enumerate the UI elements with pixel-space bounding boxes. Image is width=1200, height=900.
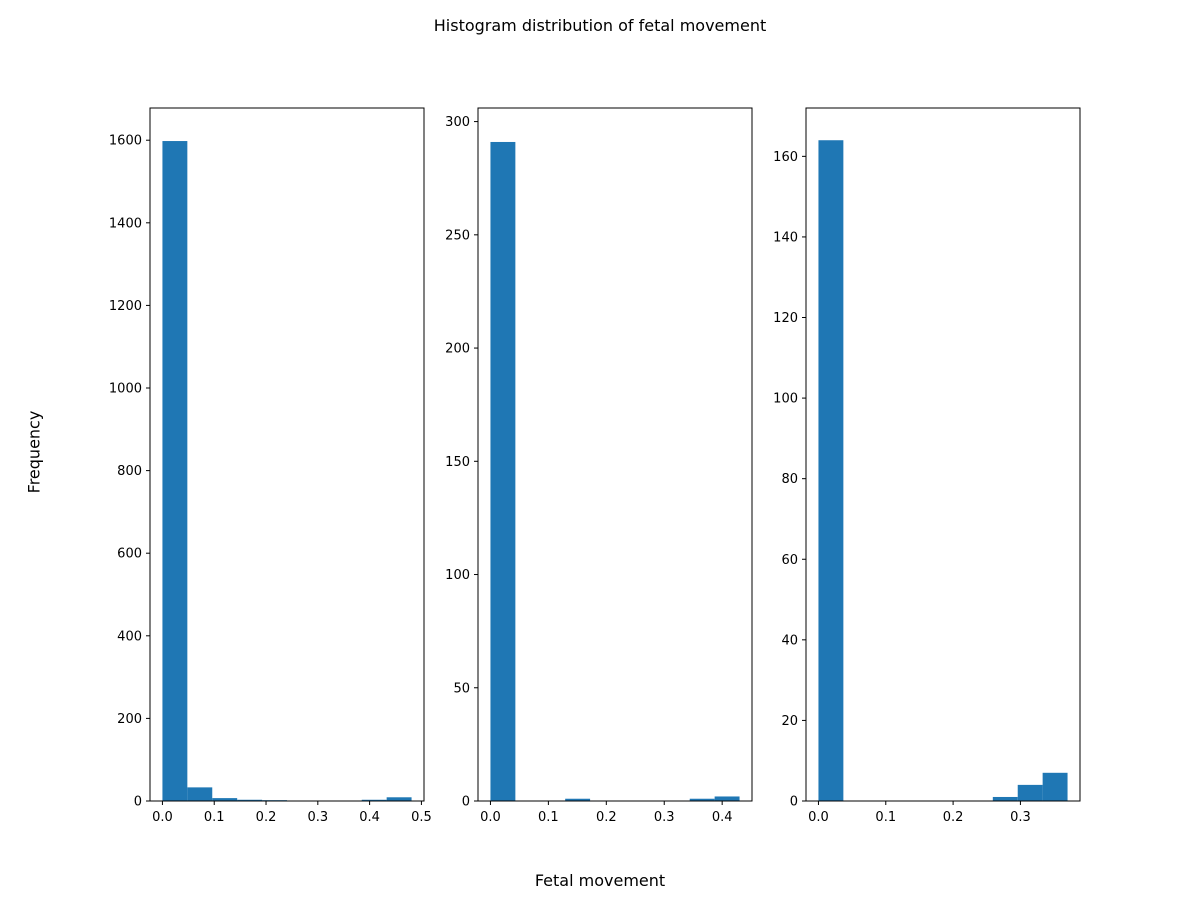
histogram-bar [490, 141, 516, 801]
subplot-3: 0.0 0.1 0.2 0.3 0 20 40 60 80 100 120 140 160 [773, 107, 1081, 825]
y-tick-label: 60 [781, 553, 798, 568]
figure-x-axis-label: Fetal movement [534, 871, 666, 890]
y-tick-label: 50 [453, 681, 470, 696]
x-tick-label: 0.2 [596, 810, 617, 825]
axes-frame [477, 107, 753, 802]
y-tick-label: 1600 [109, 134, 142, 149]
histogram-bar [237, 799, 263, 801]
subplot-2: 0.0 0.1 0.2 0.3 0.4 0 50 100 150 200 250 300 [445, 107, 753, 825]
y-tick-label: 120 [773, 311, 798, 326]
y-tick-label: 600 [117, 547, 142, 562]
y-tick-label: 160 [773, 150, 798, 165]
histogram-bar [386, 797, 412, 801]
figure-title: Histogram distribution of fetal movement [433, 16, 767, 35]
y-tick-label: 1000 [109, 382, 142, 397]
x-tick-label: 0.2 [256, 810, 277, 825]
histogram-bar [1017, 784, 1043, 801]
histogram-bar [361, 799, 387, 801]
axes-frame [805, 107, 1081, 802]
x-tick-label: 0.4 [359, 810, 380, 825]
y-tick-label: 0 [134, 795, 142, 810]
x-tick-label: 0.5 [411, 810, 432, 825]
x-tick-label: 0.3 [307, 810, 328, 825]
y-tick-label: 80 [781, 472, 798, 487]
y-tick-label: 100 [445, 568, 470, 583]
y-tick-label: 1200 [109, 299, 142, 314]
histogram-bar [187, 787, 213, 801]
x-tick-label: 0.1 [204, 810, 225, 825]
x-tick-label: 0.2 [943, 810, 964, 825]
y-tick-label: 1400 [109, 216, 142, 231]
y-tick-label: 150 [445, 455, 470, 470]
y-tick-label: 200 [445, 342, 470, 357]
x-tick-label: 0.0 [808, 810, 829, 825]
x-tick-label: 0.1 [875, 810, 896, 825]
histogram-bar [992, 796, 1018, 801]
histogram-bar [212, 798, 238, 801]
x-tick-label: 0.3 [654, 810, 675, 825]
x-tick-label: 0.4 [712, 810, 733, 825]
y-tick-label: 0 [462, 795, 470, 810]
x-tick-label: 0.1 [538, 810, 559, 825]
y-tick-label: 100 [773, 392, 798, 407]
y-tick-label: 20 [781, 714, 798, 729]
histogram-bar [689, 798, 715, 801]
y-tick-label: 250 [445, 228, 470, 243]
y-tick-label: 0 [790, 795, 798, 810]
y-tick-label: 300 [445, 115, 470, 130]
y-tick-label: 140 [773, 230, 798, 245]
subplot-1: 0.0 0.1 0.2 0.3 0.4 0.5 0 200 400 600 800 1000 1200 1… [109, 107, 432, 825]
x-tick-label: 0.3 [1010, 810, 1031, 825]
histogram-bar [714, 796, 740, 801]
histogram-bar [162, 141, 188, 802]
histogram-bar [818, 140, 844, 802]
y-tick-label: 40 [781, 633, 798, 648]
y-tick-label: 200 [117, 712, 142, 727]
y-tick-label: 400 [117, 629, 142, 644]
y-tick-label: 800 [117, 464, 142, 479]
x-tick-label: 0.0 [480, 810, 501, 825]
axes-frame [149, 107, 425, 802]
histogram-bar [1042, 772, 1068, 801]
x-tick-label: 0.0 [152, 810, 173, 825]
histogram-bar [565, 798, 591, 801]
